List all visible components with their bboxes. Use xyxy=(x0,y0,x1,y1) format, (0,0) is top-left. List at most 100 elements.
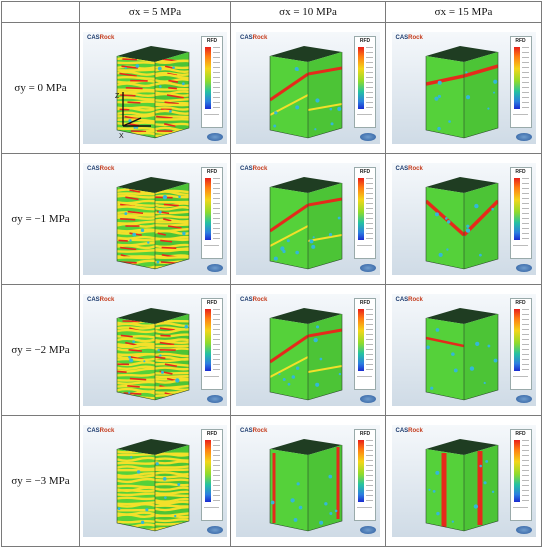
rock-cube xyxy=(425,177,498,270)
colorbar-legend: RFD xyxy=(354,36,376,128)
colorbar-gradient xyxy=(205,47,211,109)
colorbar-legend: RFD xyxy=(354,167,376,259)
table-row: σy = −2 MPa CASRock RFD CASRock RFD CASRoc… xyxy=(1,284,542,416)
software-badge-icon xyxy=(360,264,376,272)
colorbar-legend: RFD xyxy=(201,298,223,390)
colorbar-footer xyxy=(357,376,372,385)
simulation-image: CASRock RFD xyxy=(83,294,227,406)
colorbar-legend: RFD xyxy=(509,167,532,259)
simulation-image: CASRock RFD xyxy=(236,294,380,406)
colorbar-ticks xyxy=(213,309,220,371)
rock-cube xyxy=(116,177,190,270)
table-row: σy = −3 MPa CASRock RFD CASRock RFD CASRoc… xyxy=(1,415,542,547)
colorbar-footer xyxy=(512,376,528,385)
simulation-image: CASRock RFD xyxy=(391,294,536,406)
colorbar-legend: RFD xyxy=(509,298,532,390)
panel-cell: CASRock RFD xyxy=(385,153,542,285)
software-badge-icon xyxy=(207,264,223,272)
row-header-1: σy = −1 MPa xyxy=(1,153,80,285)
colorbar-gradient xyxy=(513,178,520,240)
rock-cube xyxy=(116,439,190,532)
colorbar-legend: RFD xyxy=(354,429,376,521)
casrock-logo: CASRock xyxy=(240,428,268,434)
software-badge-icon xyxy=(360,526,376,534)
colorbar-title: RFD xyxy=(515,38,526,44)
colorbar-title: RFD xyxy=(206,169,218,175)
rock-cube: ZX xyxy=(115,46,190,140)
colorbar-ticks xyxy=(366,178,373,240)
panel-cell: CASRock RFD xyxy=(230,415,386,547)
colorbar-title: RFD xyxy=(515,169,526,175)
software-badge-icon xyxy=(360,395,376,403)
col-header-2: σx = 15 MPa xyxy=(385,1,542,23)
simulation-image: CASRock RFD xyxy=(391,425,536,537)
casrock-logo: CASRock xyxy=(87,35,115,41)
panel-cell: CASRock RFD xyxy=(79,284,231,416)
casrock-logo: CASRock xyxy=(395,166,423,172)
table-row: σy = 0 MPa CASRock Z X RFD CASRock RFD CASRo… xyxy=(1,22,542,154)
casrock-logo: CASRock xyxy=(240,297,268,303)
colorbar-gradient xyxy=(205,178,211,240)
row-header-2: σy = −2 MPa xyxy=(1,284,80,416)
colorbar-title: RFD xyxy=(359,38,371,44)
simulation-image: CASRock Z X RFD xyxy=(83,32,227,144)
colorbar-gradient xyxy=(358,178,364,240)
colorbar-gradient xyxy=(358,47,364,109)
panel-cell: CASRock RFD xyxy=(230,22,386,154)
header-row: σx = 5 MPa σx = 10 MPa σx = 15 MPa xyxy=(1,1,542,23)
colorbar-footer xyxy=(204,245,219,254)
colorbar-ticks xyxy=(213,178,220,240)
colorbar-gradient xyxy=(513,309,520,371)
colorbar-footer xyxy=(204,376,219,385)
col-header-0: σx = 5 MPa xyxy=(79,1,231,23)
panel-cell: CASRock RFD xyxy=(79,415,231,547)
colorbar-ticks xyxy=(213,47,220,109)
casrock-logo: CASRock xyxy=(87,428,115,434)
colorbar-title: RFD xyxy=(515,300,526,306)
colorbar-footer xyxy=(512,507,528,516)
colorbar-gradient xyxy=(358,309,364,371)
axis-label-x: X xyxy=(119,133,124,140)
software-badge-icon xyxy=(207,526,223,534)
rock-cube xyxy=(269,308,343,401)
panel-cell: CASRock RFD xyxy=(385,22,542,154)
casrock-logo: CASRock xyxy=(87,166,115,172)
casrock-logo: CASRock xyxy=(395,35,423,41)
colorbar-ticks xyxy=(366,309,373,371)
rock-cube xyxy=(425,308,498,401)
colorbar-title: RFD xyxy=(206,431,218,437)
colorbar-title: RFD xyxy=(206,38,218,44)
panel-cell: CASRock RFD xyxy=(385,415,542,547)
panel-cell: CASRock RFD xyxy=(79,153,231,285)
simulation-image: CASRock RFD xyxy=(236,32,380,144)
rock-cube xyxy=(269,46,343,139)
software-badge-icon xyxy=(515,264,532,272)
simulation-image: CASRock RFD xyxy=(236,163,380,275)
rock-cube xyxy=(269,439,343,532)
casrock-logo: CASRock xyxy=(395,297,423,303)
colorbar-legend: RFD xyxy=(201,167,223,259)
simulation-image: CASRock RFD xyxy=(236,425,380,537)
simulation-image: CASRock RFD xyxy=(83,163,227,275)
colorbar-title: RFD xyxy=(359,431,371,437)
colorbar-footer xyxy=(512,245,528,254)
colorbar-title: RFD xyxy=(359,169,371,175)
colorbar-title: RFD xyxy=(206,300,218,306)
colorbar-gradient xyxy=(513,47,520,109)
colorbar-footer xyxy=(204,507,219,516)
panel-cell: CASRock RFD xyxy=(385,284,542,416)
software-badge-icon xyxy=(515,395,532,403)
panel-cell: CASRock RFD xyxy=(230,284,386,416)
colorbar-gradient xyxy=(205,309,211,371)
colorbar-footer xyxy=(357,245,372,254)
colorbar-ticks xyxy=(213,440,220,502)
colorbar-legend: RFD xyxy=(509,36,532,128)
colorbar-ticks xyxy=(366,440,373,502)
colorbar-legend: RFD xyxy=(201,36,223,128)
axis-label-z: Z xyxy=(115,93,120,100)
colorbar-ticks xyxy=(366,47,373,109)
table-row: σy = −1 MPa CASRock RFD CASRock RFD CASRoc… xyxy=(1,153,542,285)
simulation-image: CASRock RFD xyxy=(83,425,227,537)
rock-cube xyxy=(269,177,343,270)
colorbar-footer xyxy=(357,114,372,123)
